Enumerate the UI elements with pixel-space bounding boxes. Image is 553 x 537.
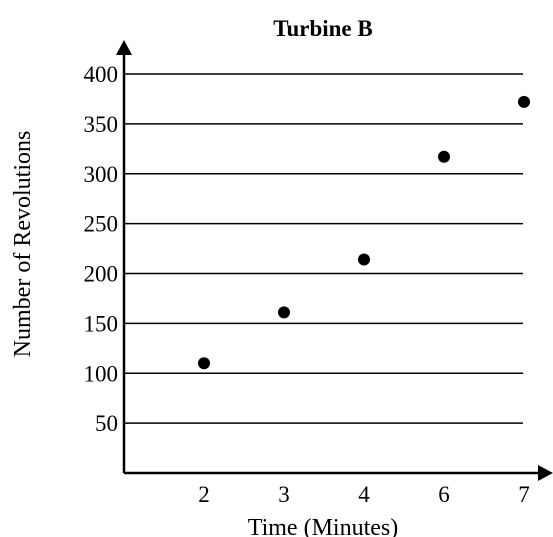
y-tick-label: 50	[95, 411, 118, 436]
data-point	[518, 95, 530, 108]
x-tick-label: 6	[438, 482, 450, 507]
y-tick-label: 350	[84, 112, 119, 137]
x-tick-label: 2	[198, 482, 210, 507]
y-tick-label: 200	[84, 262, 119, 287]
grid-lines	[124, 73, 523, 424]
x-tick-label: 3	[278, 482, 290, 507]
y-axis-title: Number of Revolutions	[10, 131, 36, 358]
data-points	[198, 95, 530, 370]
y-tick-labels: 50 100 150 200 250 300 350 400	[84, 62, 119, 436]
x-tick-label: 4	[358, 482, 370, 507]
data-point	[438, 150, 450, 163]
y-axis-arrowhead	[116, 40, 132, 55]
x-tick-labels: 2 3 4 6 7	[198, 482, 530, 507]
data-point	[278, 306, 290, 319]
x-axis-title: Time (Minutes)	[248, 515, 398, 537]
x-tick-label: 7	[518, 482, 530, 507]
y-tick-label: 250	[84, 212, 119, 237]
x-axis-arrowhead	[538, 465, 553, 481]
data-point	[198, 357, 210, 370]
data-point	[358, 253, 370, 266]
y-tick-label: 400	[84, 62, 119, 87]
y-tick-label: 150	[84, 311, 119, 336]
y-tick-label: 100	[84, 361, 119, 386]
axes	[116, 40, 553, 481]
y-tick-label: 300	[84, 162, 119, 187]
chart-title: Turbine B	[273, 16, 373, 41]
